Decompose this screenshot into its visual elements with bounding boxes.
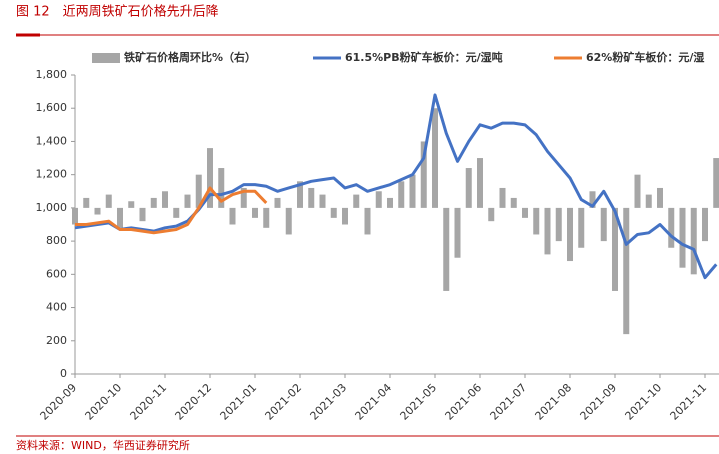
bar <box>522 207 528 218</box>
bar <box>657 187 663 208</box>
bar <box>240 187 247 208</box>
x-tick-label: 2021-05 <box>398 381 440 423</box>
bar <box>420 141 427 208</box>
bar <box>578 207 585 248</box>
y-tick-label: 1,400 <box>36 134 68 147</box>
bar <box>510 197 517 208</box>
bar <box>252 207 258 218</box>
bar <box>600 207 607 242</box>
bar <box>690 207 697 275</box>
bar <box>72 207 78 225</box>
bar <box>465 168 472 208</box>
source-note: 资料来源：WIND，华西证券研究所 <box>16 438 190 452</box>
x-tick-label: 2020-12 <box>173 381 215 423</box>
bar <box>105 194 112 208</box>
bar <box>218 168 225 208</box>
bar <box>117 207 123 228</box>
bar <box>544 207 551 255</box>
bar <box>668 207 675 248</box>
x-tick-label: 2021-07 <box>488 381 530 423</box>
x-tick-label: 2020-10 <box>83 381 125 423</box>
y-tick-label: 0 <box>60 367 67 380</box>
bar <box>364 207 371 235</box>
bar <box>94 207 101 215</box>
x-tick-label: 2021-03 <box>308 381 350 423</box>
x-tick-label: 2021-09 <box>578 381 620 423</box>
bar <box>184 194 191 208</box>
bar <box>555 207 562 242</box>
bar <box>375 191 382 208</box>
bar <box>589 191 596 208</box>
x-tick-label: 2021-04 <box>353 381 395 423</box>
bar <box>567 207 573 262</box>
bar <box>387 197 393 208</box>
plot-area: 0 200 400 600 800 1,000 1,200 1,400 1,600 1,800 20… <box>36 50 719 423</box>
bar <box>229 207 236 225</box>
bar <box>533 207 540 235</box>
bar <box>263 207 270 228</box>
x-tick-label: 2021-10 <box>623 381 665 423</box>
x-tick-label: 2020-11 <box>128 381 170 423</box>
bar <box>195 174 202 208</box>
x-tick-label: 2021-06 <box>443 381 485 423</box>
bar <box>398 181 405 208</box>
x-tick-label: 2021-08 <box>533 381 575 423</box>
y-tick-label: 1,800 <box>36 68 68 81</box>
x-tick-label: 2021-02 <box>263 381 305 423</box>
bar <box>432 108 438 208</box>
bar <box>330 207 337 218</box>
bar <box>139 207 146 222</box>
bar <box>454 207 461 258</box>
bar <box>308 187 315 208</box>
bar <box>645 194 652 208</box>
x-tick-label: 2021-11 <box>668 381 710 423</box>
bar <box>713 158 719 208</box>
bar <box>207 148 213 208</box>
bar <box>409 174 416 208</box>
bar <box>297 181 303 208</box>
bar <box>702 207 708 242</box>
legend-label: 61.5%PB粉矿车板价：元/湿吨 <box>345 50 503 64</box>
y-tick-label: 800 <box>46 234 67 247</box>
bar <box>274 197 281 208</box>
legend-swatch <box>92 53 120 63</box>
bar <box>83 197 90 208</box>
y-tick-label: 1,200 <box>36 168 68 181</box>
bar <box>488 207 495 222</box>
bar <box>285 207 292 235</box>
bar <box>150 197 157 208</box>
bar <box>128 201 135 208</box>
bar <box>612 207 618 291</box>
x-tick-label: 2020-09 <box>38 381 80 423</box>
bar <box>173 207 180 218</box>
bar <box>162 191 168 208</box>
y-tick-label: 600 <box>46 267 67 280</box>
line-series <box>75 186 268 235</box>
bar <box>353 194 360 208</box>
bar <box>634 174 641 208</box>
x-tick-label: 2021-01 <box>218 381 260 423</box>
bar <box>443 207 450 291</box>
y-tick-label: 1,000 <box>36 201 68 214</box>
line-series <box>74 93 718 280</box>
bar <box>477 158 483 208</box>
chart-title: 图 12 近两周铁矿石价格先升后降 <box>16 4 219 20</box>
bar <box>623 207 630 335</box>
bar <box>679 207 686 268</box>
legend-label: 62%粉矿车板价：元/湿 <box>586 50 704 64</box>
legend-label: 铁矿石价格周环比%（右） <box>124 50 256 64</box>
bar <box>319 194 326 208</box>
y-tick-label: 1,600 <box>36 101 68 114</box>
y-tick-label: 400 <box>46 301 67 314</box>
y-tick-label: 200 <box>46 334 67 347</box>
bar <box>499 187 506 208</box>
bar <box>342 207 348 225</box>
